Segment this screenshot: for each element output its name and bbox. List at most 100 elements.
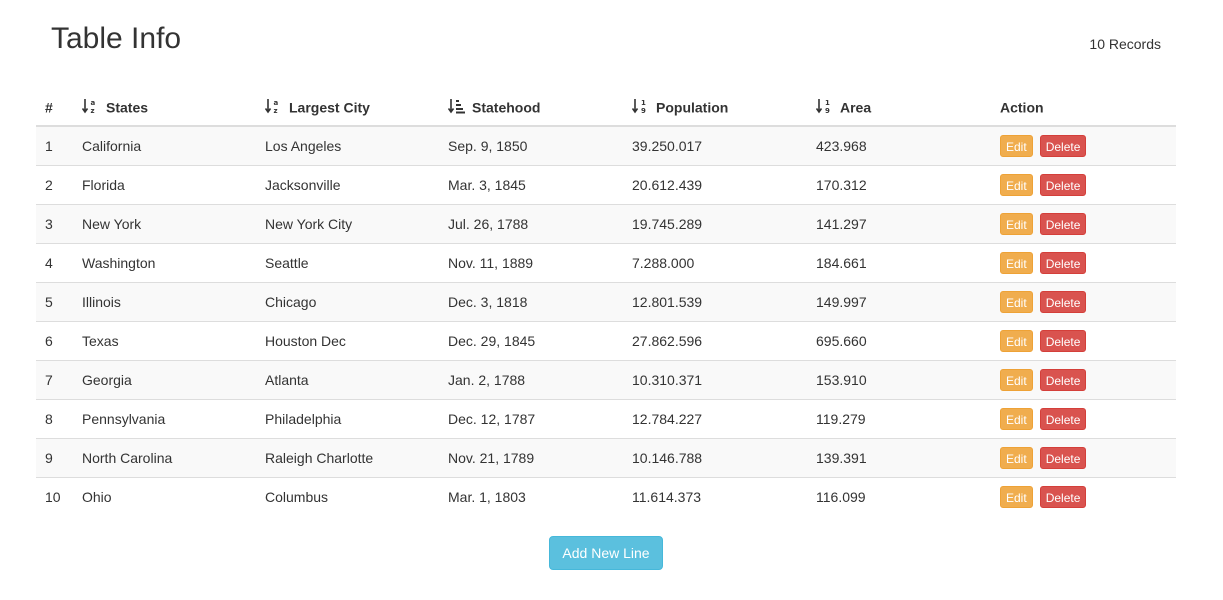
add-new-line-button[interactable]: Add New Line bbox=[549, 536, 663, 570]
cell-largest-city: Houston Dec bbox=[256, 320, 439, 360]
cell-actions: Edit Delete bbox=[991, 281, 1176, 321]
svg-text:z: z bbox=[274, 107, 278, 114]
cell-area: 149.997 bbox=[807, 281, 991, 321]
cell-largest-city: Columbus bbox=[256, 476, 439, 516]
edit-button[interactable]: Edit bbox=[1000, 485, 1033, 508]
cell-statehood: Dec. 3, 1818 bbox=[439, 281, 623, 321]
cell-population: 10.146.788 bbox=[623, 437, 807, 477]
cell-area: 170.312 bbox=[807, 164, 991, 204]
column-header-statehood[interactable]: Statehood bbox=[439, 88, 623, 127]
cell-number: 6 bbox=[36, 320, 73, 360]
svg-text:a: a bbox=[91, 99, 96, 107]
cell-statehood: Dec. 29, 1845 bbox=[439, 320, 623, 360]
column-header-population[interactable]: 1 9 Population bbox=[623, 88, 807, 127]
column-header-label: Statehood bbox=[472, 99, 541, 116]
table-row: 2 Florida Jacksonville Mar. 3, 1845 20.6… bbox=[36, 164, 1176, 204]
delete-button[interactable]: Delete bbox=[1039, 446, 1087, 469]
sort-alpha-down-icon[interactable]: a z bbox=[82, 98, 100, 114]
cell-actions: Edit Delete bbox=[991, 359, 1176, 399]
cell-largest-city: Chicago bbox=[256, 281, 439, 321]
edit-button[interactable]: Edit bbox=[1000, 290, 1033, 313]
svg-text:9: 9 bbox=[641, 107, 646, 114]
edit-button[interactable]: Edit bbox=[1000, 251, 1033, 274]
edit-button[interactable]: Edit bbox=[1000, 173, 1033, 196]
column-header-states[interactable]: a z States bbox=[73, 88, 256, 127]
table-row: 8 Pennsylvania Philadelphia Dec. 12, 178… bbox=[36, 398, 1176, 438]
edit-button[interactable]: Edit bbox=[1000, 407, 1033, 430]
cell-actions: Edit Delete bbox=[991, 242, 1176, 282]
cell-largest-city: Seattle bbox=[256, 242, 439, 282]
column-header-label: States bbox=[106, 99, 149, 116]
cell-largest-city: Jacksonville bbox=[256, 164, 439, 204]
column-header-number[interactable]: # bbox=[36, 88, 73, 127]
delete-button[interactable]: Delete bbox=[1039, 134, 1087, 157]
cell-population: 12.784.227 bbox=[623, 398, 807, 438]
column-header-label: Population bbox=[656, 99, 729, 116]
edit-button[interactable]: Edit bbox=[1000, 329, 1033, 352]
column-header-label: Action bbox=[1000, 99, 1044, 116]
table-row: 7 Georgia Atlanta Jan. 2, 1788 10.310.37… bbox=[36, 359, 1176, 399]
delete-button[interactable]: Delete bbox=[1039, 368, 1087, 391]
cell-population: 39.250.017 bbox=[623, 126, 807, 165]
cell-area: 695.660 bbox=[807, 320, 991, 360]
cell-actions: Edit Delete bbox=[991, 320, 1176, 360]
cell-state: Georgia bbox=[73, 359, 256, 399]
cell-statehood: Dec. 12, 1787 bbox=[439, 398, 623, 438]
cell-state: California bbox=[73, 126, 256, 165]
delete-button[interactable]: Delete bbox=[1039, 290, 1087, 313]
cell-population: 10.310.371 bbox=[623, 359, 807, 399]
cell-population: 19.745.289 bbox=[623, 203, 807, 243]
delete-button[interactable]: Delete bbox=[1039, 173, 1087, 196]
svg-text:1: 1 bbox=[825, 99, 830, 107]
cell-number: 7 bbox=[36, 359, 73, 399]
edit-button[interactable]: Edit bbox=[1000, 212, 1033, 235]
cell-state: Illinois bbox=[73, 281, 256, 321]
cell-statehood: Sep. 9, 1850 bbox=[439, 126, 623, 165]
cell-state: Pennsylvania bbox=[73, 398, 256, 438]
delete-button[interactable]: Delete bbox=[1039, 329, 1087, 352]
cell-actions: Edit Delete bbox=[991, 203, 1176, 243]
delete-button[interactable]: Delete bbox=[1039, 485, 1087, 508]
cell-area: 116.099 bbox=[807, 476, 991, 516]
edit-button[interactable]: Edit bbox=[1000, 134, 1033, 157]
column-header-action: Action bbox=[991, 88, 1176, 127]
column-header-label: Area bbox=[840, 99, 872, 116]
cell-area: 119.279 bbox=[807, 398, 991, 438]
edit-button[interactable]: Edit bbox=[1000, 368, 1033, 391]
cell-population: 11.614.373 bbox=[623, 476, 807, 516]
edit-button[interactable]: Edit bbox=[1000, 446, 1033, 469]
svg-text:a: a bbox=[274, 99, 279, 107]
cell-state: New York bbox=[73, 203, 256, 243]
cell-number: 3 bbox=[36, 203, 73, 243]
sort-numeric-down-icon[interactable]: 1 9 bbox=[632, 98, 650, 114]
cell-state: Washington bbox=[73, 242, 256, 282]
delete-button[interactable]: Delete bbox=[1039, 212, 1087, 235]
cell-statehood: Nov. 21, 1789 bbox=[439, 437, 623, 477]
sort-numeric-down-icon[interactable]: 1 9 bbox=[816, 98, 834, 114]
delete-button[interactable]: Delete bbox=[1039, 407, 1087, 430]
sort-alpha-down-icon[interactable]: a z bbox=[265, 98, 283, 114]
cell-largest-city: Philadelphia bbox=[256, 398, 439, 438]
table-row: 6 Texas Houston Dec Dec. 29, 1845 27.862… bbox=[36, 320, 1176, 360]
cell-population: 7.288.000 bbox=[623, 242, 807, 282]
delete-button[interactable]: Delete bbox=[1039, 251, 1087, 274]
cell-actions: Edit Delete bbox=[991, 126, 1176, 165]
states-table: # a z States a z Largest City bbox=[36, 88, 1176, 516]
sort-amount-down-icon[interactable] bbox=[448, 98, 466, 114]
cell-statehood: Mar. 1, 1803 bbox=[439, 476, 623, 516]
cell-actions: Edit Delete bbox=[991, 437, 1176, 477]
table-row: 1 California Los Angeles Sep. 9, 1850 39… bbox=[36, 126, 1176, 165]
cell-number: 9 bbox=[36, 437, 73, 477]
cell-statehood: Mar. 3, 1845 bbox=[439, 164, 623, 204]
cell-population: 20.612.439 bbox=[623, 164, 807, 204]
column-header-area[interactable]: 1 9 Area bbox=[807, 88, 991, 127]
table-row: 9 North Carolina Raleigh Charlotte Nov. … bbox=[36, 437, 1176, 477]
cell-area: 153.910 bbox=[807, 359, 991, 399]
svg-text:z: z bbox=[91, 107, 95, 114]
cell-number: 5 bbox=[36, 281, 73, 321]
column-header-largest-city[interactable]: a z Largest City bbox=[256, 88, 439, 127]
cell-area: 141.297 bbox=[807, 203, 991, 243]
cell-largest-city: Los Angeles bbox=[256, 126, 439, 165]
table-header-row: # a z States a z Largest City bbox=[36, 88, 1176, 127]
